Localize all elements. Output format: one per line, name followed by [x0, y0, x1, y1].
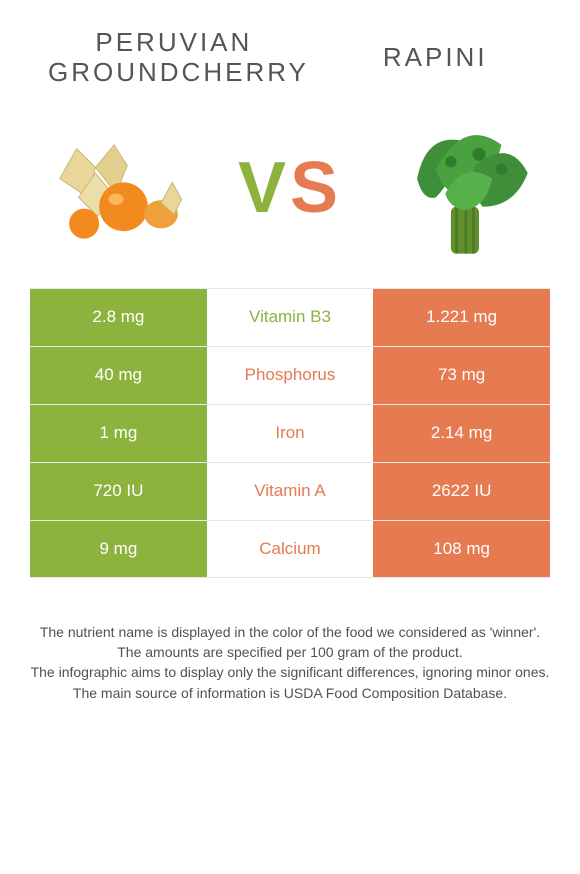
value-right: 1.221 mg: [373, 289, 550, 346]
vs-v: V: [238, 148, 290, 228]
footnote-line: The main source of information is USDA F…: [24, 683, 556, 703]
nutrient-name: Phosphorus: [207, 347, 373, 404]
footnote-line: The amounts are specified per 100 gram o…: [24, 642, 556, 662]
value-left: 40 mg: [30, 347, 207, 404]
footnote-line: The infographic aims to display only the…: [24, 662, 556, 682]
nutrient-table: 2.8 mg Vitamin B3 1.221 mg 40 mg Phospho…: [0, 288, 580, 578]
nutrient-name: Iron: [207, 405, 373, 462]
table-row: 1 mg Iron 2.14 mg: [30, 404, 550, 462]
nutrient-name: Calcium: [207, 521, 373, 577]
value-right: 108 mg: [373, 521, 550, 577]
table-row: 720 IU Vitamin A 2622 IU: [30, 462, 550, 520]
food-right-title: Rapini: [338, 43, 532, 73]
vs-s: S: [290, 148, 342, 228]
table-row: 2.8 mg Vitamin B3 1.221 mg: [30, 288, 550, 346]
food-left-title: Peruvian groundcherry: [48, 28, 300, 88]
value-left: 720 IU: [30, 463, 207, 520]
table-row: 40 mg Phosphorus 73 mg: [30, 346, 550, 404]
footnote-line: The nutrient name is displayed in the co…: [24, 622, 556, 642]
footnotes: The nutrient name is displayed in the co…: [0, 578, 580, 703]
vs-row: VS: [0, 96, 580, 288]
value-right: 2.14 mg: [373, 405, 550, 462]
value-left: 9 mg: [30, 521, 207, 577]
value-right: 73 mg: [373, 347, 550, 404]
rapini-icon: [384, 108, 544, 268]
groundcherry-icon: [36, 108, 196, 268]
value-left: 1 mg: [30, 405, 207, 462]
table-row: 9 mg Calcium 108 mg: [30, 520, 550, 578]
header: Peruvian groundcherry Rapini: [0, 0, 580, 96]
value-left: 2.8 mg: [30, 289, 207, 346]
nutrient-name: Vitamin A: [207, 463, 373, 520]
vs-label: VS: [238, 147, 342, 229]
value-right: 2622 IU: [373, 463, 550, 520]
nutrient-name: Vitamin B3: [207, 289, 373, 346]
